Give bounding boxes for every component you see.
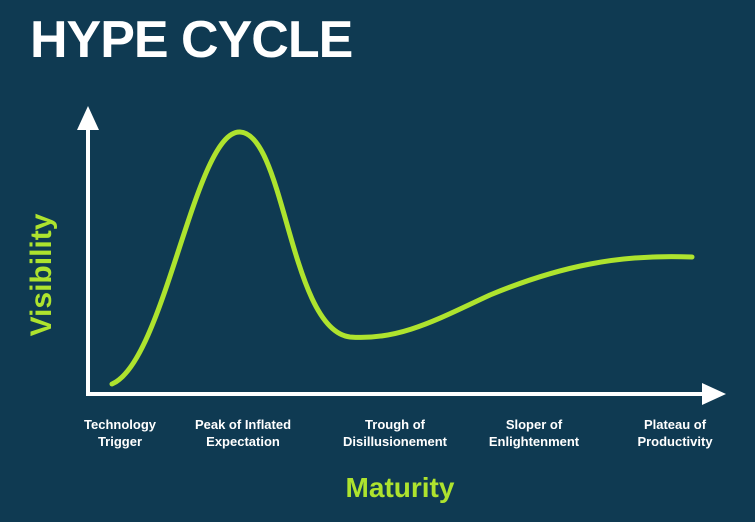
phase-label-plateau: Plateau of Productivity [637, 417, 713, 449]
x-axis-label: Maturity [345, 472, 455, 503]
phase-label-slope: Sloper of Enlightenment [488, 417, 580, 449]
phase-label-technology-trigger: Technology Trigger [84, 417, 156, 449]
phase-label-trough: Trough of Disillusionement [342, 417, 448, 449]
phase-label-peak: Peak of Inflated Expectation [194, 417, 292, 449]
hype-curve [109, 129, 695, 387]
arrow-up-icon [77, 106, 99, 130]
y-axis-label: Visibility [25, 213, 58, 337]
diagram-title: HYPE CYCLE [30, 11, 353, 69]
arrow-right-icon [702, 383, 726, 405]
